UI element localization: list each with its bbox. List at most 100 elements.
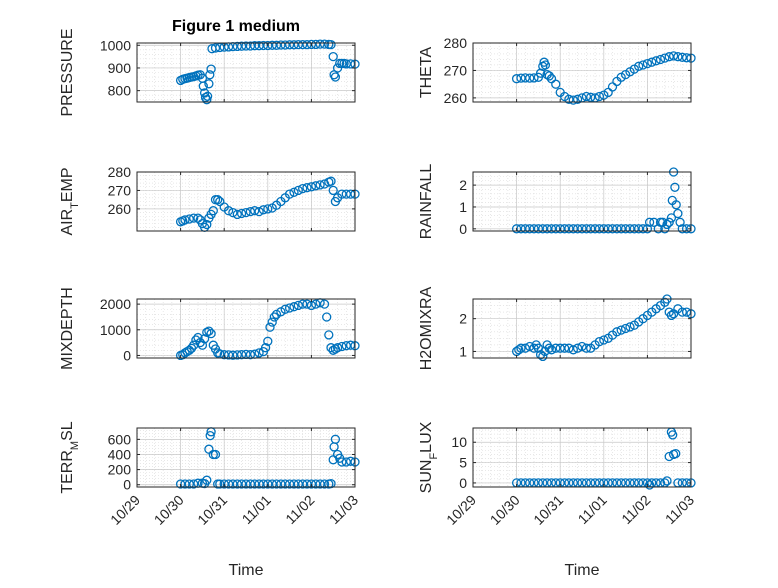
data-point (649, 217, 659, 227)
y-tick-label: 0 (123, 347, 131, 363)
data-point (612, 224, 622, 234)
data-point (612, 327, 622, 337)
data-point (544, 71, 554, 81)
data-point (289, 302, 299, 312)
y-tick-label: 0 (123, 477, 131, 493)
y-tick-label: 260 (444, 90, 468, 106)
data-point (302, 299, 312, 309)
y-axis-label-part: H2OMIXRA (418, 286, 435, 370)
data-point (516, 73, 526, 83)
data-point (228, 350, 238, 360)
data-point (511, 74, 522, 84)
y-tick-label: 0 (459, 475, 467, 491)
data-point (245, 206, 256, 217)
y-axis-label-part: SUN (418, 460, 435, 494)
x-tick-label: 11/03 (326, 492, 362, 528)
data-point (572, 94, 583, 104)
axes-background (473, 428, 691, 487)
data-point (540, 60, 551, 70)
y-axis-label: PRESSURE (59, 28, 76, 116)
y-axis-label-part: RAINFALL (418, 164, 435, 240)
y-tick-label: 270 (108, 182, 132, 198)
data-point (337, 341, 347, 352)
data-point (529, 224, 539, 234)
data-point (653, 224, 663, 234)
data-point (670, 182, 680, 192)
y-axis-label-part: SL (59, 421, 76, 441)
data-point (529, 73, 539, 83)
data-point (254, 479, 264, 489)
data-point (198, 81, 208, 91)
subplot-mixdepth: 0 1000 2000 MIXDEPTH (59, 287, 360, 370)
subplot-rainfall: 0 1 2 RAINFALL (418, 164, 696, 240)
x-axis-label: Time (229, 562, 264, 579)
x-tick-label: 11/02 (282, 492, 318, 528)
data-point (599, 335, 609, 345)
data-point (616, 224, 626, 234)
data-point (250, 206, 260, 216)
data-point (326, 478, 336, 489)
data-point (289, 40, 299, 50)
data-point (511, 224, 522, 234)
data-point (555, 343, 565, 353)
data-point (263, 479, 273, 489)
data-point (542, 224, 552, 234)
data-point (298, 479, 308, 489)
data-point (666, 310, 677, 321)
data-point (202, 95, 212, 105)
subplot-h2omixra: 1 2 H2OMIXRA (418, 286, 696, 370)
data-point (322, 312, 332, 322)
subplot-theta: 260 270 280 THETA (418, 35, 696, 106)
y-axis-label-subscript: M (69, 441, 81, 450)
y-tick-label: 280 (444, 35, 468, 51)
data-point (341, 189, 351, 199)
data-point (241, 207, 251, 218)
data-point (586, 92, 596, 102)
data-point (677, 307, 687, 317)
data-point (668, 51, 679, 61)
data-point (269, 312, 279, 322)
data-point (189, 479, 199, 489)
data-point (644, 217, 655, 227)
data-point (205, 70, 215, 80)
data-point (202, 219, 212, 230)
data-point (607, 224, 618, 234)
data-point (599, 224, 609, 234)
data-point (568, 224, 578, 234)
y-axis-label: MIXDEPTH (59, 287, 76, 370)
x-tick-label: 10/29 (443, 492, 479, 528)
data-point (271, 40, 282, 50)
y-tick-label: 270 (444, 62, 468, 78)
data-point (319, 479, 330, 489)
data-point (271, 479, 282, 489)
data-point (625, 224, 635, 234)
data-point (232, 350, 242, 360)
data-point (677, 52, 687, 62)
data-point (223, 206, 234, 216)
y-tick-label: 2 (459, 311, 467, 327)
data-point (328, 185, 338, 196)
data-point (634, 61, 644, 71)
data-point (581, 224, 592, 234)
data-point (662, 476, 672, 486)
data-point (544, 343, 554, 353)
data-point (330, 72, 341, 82)
x-axis-label: Time (565, 562, 600, 579)
data-point (538, 224, 548, 234)
data-point (205, 430, 215, 441)
data-point (332, 343, 343, 353)
data-point (267, 317, 277, 327)
data-point (673, 52, 683, 62)
data-point (223, 350, 234, 360)
data-point (298, 39, 308, 50)
data-point (258, 205, 269, 215)
data-point (533, 224, 544, 234)
axes-box (472, 42, 692, 103)
data-point (206, 64, 216, 74)
data-point (245, 41, 256, 51)
data-point (210, 43, 221, 53)
data-point (306, 479, 317, 489)
data-point (280, 40, 290, 50)
y-tick-label: 1 (459, 199, 467, 215)
x-tick-label: 11/01 (239, 492, 275, 528)
